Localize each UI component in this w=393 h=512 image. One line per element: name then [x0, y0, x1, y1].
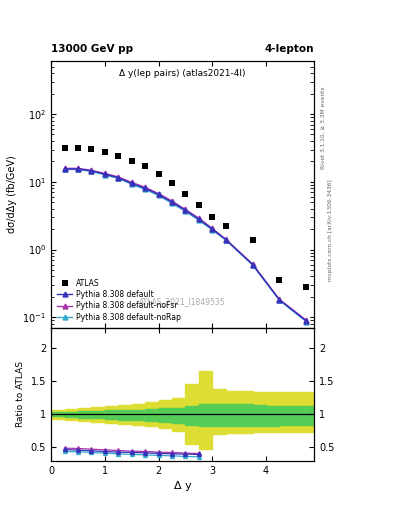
Pythia 8.308 default: [156, 191, 161, 198]
Pythia 8.308 default: [223, 237, 228, 243]
Text: Rivet 3.1.10, ≥ 3.3M events: Rivet 3.1.10, ≥ 3.3M events: [320, 87, 325, 169]
ATLAS: [143, 163, 147, 169]
Pythia 8.308 default-noFsr: [89, 167, 94, 174]
Pythia 8.308 default-noFsr: [170, 198, 174, 204]
Pythia 8.308 default: [196, 216, 201, 222]
Pythia 8.308 default-noRap: [116, 176, 121, 182]
Pythia 8.308 default: [62, 166, 67, 172]
Pythia 8.308 default: [143, 185, 147, 191]
Pythia 8.308 default-noFsr: [210, 225, 215, 231]
Line: Pythia 8.308 default-noFsr: Pythia 8.308 default-noFsr: [62, 166, 309, 323]
Pythia 8.308 default-noFsr: [277, 296, 282, 303]
Pythia 8.308 default-noRap: [223, 237, 228, 243]
ATLAS: [103, 148, 107, 155]
Y-axis label: dσ/dΔy (fb/GeV): dσ/dΔy (fb/GeV): [7, 156, 17, 233]
Pythia 8.308 default-noRap: [210, 227, 215, 233]
Pythia 8.308 default-noRap: [277, 297, 282, 304]
Pythia 8.308 default-noRap: [89, 168, 94, 175]
Pythia 8.308 default-noFsr: [250, 261, 255, 267]
ATLAS: [183, 191, 188, 198]
Pythia 8.308 default-noRap: [129, 181, 134, 187]
Pythia 8.308 default: [103, 171, 107, 177]
Pythia 8.308 default: [250, 262, 255, 268]
ATLAS: [277, 278, 282, 284]
ATLAS: [223, 223, 228, 229]
Pythia 8.308 default: [277, 297, 282, 303]
Pythia 8.308 default-noRap: [304, 318, 309, 325]
Line: Pythia 8.308 default: Pythia 8.308 default: [62, 166, 309, 324]
ATLAS: [304, 284, 309, 290]
ATLAS: [196, 202, 201, 208]
Pythia 8.308 default: [129, 180, 134, 186]
Pythia 8.308 default-noRap: [62, 166, 67, 173]
Pythia 8.308 default: [75, 166, 80, 172]
Pythia 8.308 default-noRap: [170, 200, 174, 206]
Pythia 8.308 default: [116, 175, 121, 181]
ATLAS: [62, 144, 67, 151]
ATLAS: [129, 158, 134, 164]
ATLAS: [156, 171, 161, 177]
Text: Δ y(lep pairs) (atlas2021-4l): Δ y(lep pairs) (atlas2021-4l): [119, 70, 246, 78]
Pythia 8.308 default-noRap: [250, 262, 255, 268]
Pythia 8.308 default-noFsr: [116, 174, 121, 180]
ATLAS: [250, 237, 255, 243]
X-axis label: Δ y: Δ y: [174, 481, 192, 491]
ATLAS: [170, 180, 174, 186]
Pythia 8.308 default-noRap: [196, 217, 201, 223]
Pythia 8.308 default-noRap: [103, 172, 107, 178]
Pythia 8.308 default-noFsr: [75, 165, 80, 172]
Pythia 8.308 default: [304, 318, 309, 324]
Pythia 8.308 default-noRap: [143, 186, 147, 193]
Text: ATLAS_2021_I1849535: ATLAS_2021_I1849535: [140, 297, 226, 306]
Pythia 8.308 default-noFsr: [156, 190, 161, 197]
Text: 13000 GeV pp: 13000 GeV pp: [51, 44, 133, 54]
Pythia 8.308 default-noRap: [156, 193, 161, 199]
Pythia 8.308 default-noFsr: [183, 206, 188, 212]
Pythia 8.308 default-noFsr: [129, 179, 134, 185]
Legend: ATLAS, Pythia 8.308 default, Pythia 8.308 default-noFsr, Pythia 8.308 default-no: ATLAS, Pythia 8.308 default, Pythia 8.30…: [55, 276, 184, 324]
Y-axis label: Ratio to ATLAS: Ratio to ATLAS: [16, 361, 25, 427]
ATLAS: [116, 153, 121, 159]
Pythia 8.308 default-noFsr: [62, 165, 67, 172]
Pythia 8.308 default-noFsr: [196, 215, 201, 221]
Pythia 8.308 default-noFsr: [304, 317, 309, 324]
Text: 4-lepton: 4-lepton: [265, 44, 314, 54]
Pythia 8.308 default: [170, 199, 174, 205]
Pythia 8.308 default-noFsr: [143, 184, 147, 190]
Pythia 8.308 default-noFsr: [223, 236, 228, 242]
ATLAS: [210, 214, 215, 220]
Pythia 8.308 default-noFsr: [103, 170, 107, 177]
Pythia 8.308 default: [210, 226, 215, 232]
Line: Pythia 8.308 default-noRap: Pythia 8.308 default-noRap: [62, 167, 309, 324]
Pythia 8.308 default-noRap: [183, 208, 188, 215]
Pythia 8.308 default: [183, 207, 188, 214]
Pythia 8.308 default: [89, 168, 94, 174]
Pythia 8.308 default-noRap: [75, 166, 80, 173]
Text: mcplots.cern.ch [arXiv:1306.3436]: mcplots.cern.ch [arXiv:1306.3436]: [328, 180, 333, 281]
Line: ATLAS: ATLAS: [61, 144, 309, 290]
ATLAS: [89, 145, 94, 152]
ATLAS: [75, 144, 80, 151]
